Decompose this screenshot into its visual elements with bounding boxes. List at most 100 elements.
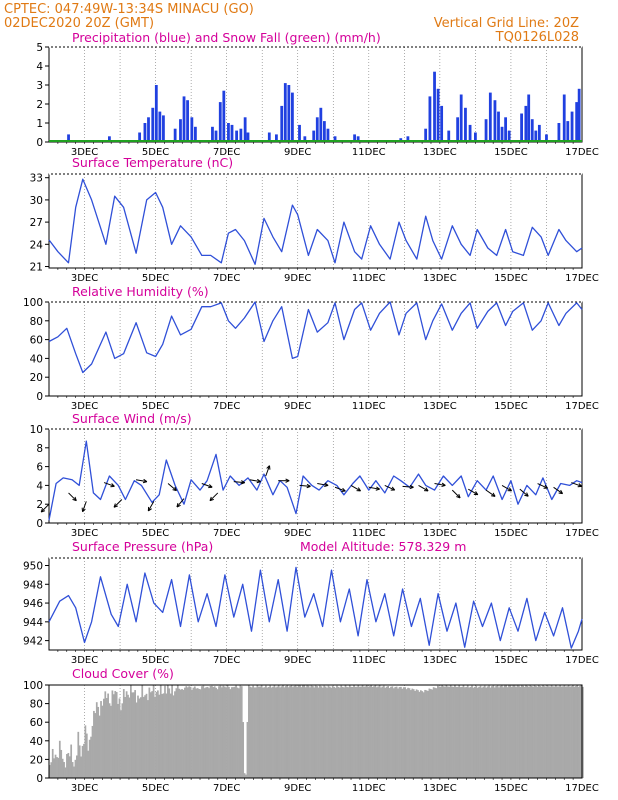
cloud-cover-bar: [489, 687, 492, 778]
cloud-cover-bar: [235, 685, 237, 778]
cloud-cover-bar: [577, 686, 580, 778]
cloud-cover-bar: [61, 758, 64, 778]
cloud-cover-bar: [519, 687, 522, 778]
cloud-cover-bar: [421, 691, 424, 778]
cloud-cover-bar: [549, 686, 552, 778]
cloud-cover-bar: [159, 685, 162, 778]
wind-arrow-head: [208, 484, 213, 488]
cloud-cover-bar: [408, 688, 411, 778]
cloud-cover-bar: [314, 685, 317, 778]
wind-arrow: [81, 501, 87, 513]
wind-arrow-shaft: [350, 484, 361, 492]
cloud-cover-bar: [357, 685, 360, 778]
cloud-cover-bar: [459, 687, 462, 778]
cloud-cover-bar: [438, 686, 441, 778]
cloud-cover-bar: [93, 710, 95, 778]
cloud-cover-bar: [185, 686, 188, 778]
cloud-cover-bar: [105, 698, 108, 778]
cloud-cover-bar: [502, 687, 505, 778]
cloud-cover-bar: [239, 685, 242, 778]
wind-arrow-shaft: [135, 479, 147, 483]
cloud-cover-bar: [242, 722, 245, 778]
wind-arrow: [468, 488, 479, 496]
cloud-cover-bar: [566, 686, 569, 778]
precip-bar: [108, 136, 111, 142]
wind-arrow-head: [256, 481, 261, 484]
precip-bar: [484, 119, 488, 142]
wind-arrow-shaft: [317, 483, 329, 486]
x-tick-label: 9DEC: [284, 528, 311, 539]
cloud-cover-bar: [273, 685, 276, 778]
cloud-cover-bar: [243, 773, 246, 778]
y-tick-label: 0: [36, 773, 43, 785]
humidity-panel-title: Relative Humidity (%): [72, 284, 209, 299]
cloud-cover-bar: [476, 687, 479, 778]
wind-arrow-head: [306, 485, 311, 489]
cloud-cover-bar: [73, 766, 75, 778]
cloud-cover-bar: [283, 687, 286, 778]
cloud-cover-bar: [510, 687, 513, 778]
cloud-cover-bar: [151, 691, 154, 778]
cloud-cover-bar: [269, 685, 272, 778]
cloud-cover-bar: [88, 739, 91, 778]
wind-arrow: [299, 483, 311, 489]
cloud-cover-bar: [282, 685, 284, 778]
cloud-cover-bar: [532, 686, 534, 778]
cloud-cover-bar: [300, 687, 303, 778]
cloud-cover-bar: [373, 686, 375, 778]
cloud-cover-bar: [455, 686, 458, 778]
cloud-cover-bar: [284, 686, 287, 778]
cloud-cover-bar: [98, 715, 101, 778]
precip-bar: [186, 100, 189, 142]
cloud-cover-bar: [60, 749, 63, 778]
wind-arrow-head: [342, 487, 346, 492]
cloud-cover-bar: [115, 692, 118, 778]
y-tick-label: 0: [36, 391, 43, 403]
cloud-cover-bar: [66, 754, 68, 778]
x-tick-label: 9DEC: [284, 401, 311, 412]
cloud-cover-bar: [101, 705, 104, 778]
cloud-cover-bar: [488, 685, 490, 778]
cloud-cover-bar: [71, 762, 74, 778]
y-tick-label: 4: [36, 480, 43, 492]
cloud-cover-bar: [289, 685, 291, 778]
y-tick-label: 40: [30, 736, 43, 748]
cloud-cover-bar: [353, 685, 355, 778]
cloud-cover-bar: [363, 686, 365, 778]
cloud-cover-bar: [445, 685, 448, 778]
cloud-cover-bar: [574, 686, 577, 778]
cloud-cover-bar: [182, 689, 185, 778]
cloud-cover-bar: [498, 687, 500, 778]
wind-arrow-head: [40, 508, 44, 513]
precip-bar: [230, 124, 234, 142]
cloud-cover-bar: [267, 686, 270, 778]
precip-bar: [424, 128, 428, 142]
cloud-cover-bar: [232, 687, 235, 778]
wind-arrow: [209, 492, 219, 502]
cloud-cover-bar: [479, 685, 482, 778]
cloud-cover-bar: [414, 690, 417, 778]
cloud-cover-bar: [407, 687, 409, 778]
cloud-cover-bar: [148, 687, 151, 778]
cloud-cover-bar: [361, 685, 364, 778]
cloud-cover-bar: [149, 692, 152, 778]
cloud-cover-bar: [84, 725, 87, 778]
cloud-cover-bar: [564, 686, 567, 778]
cloud-cover-bar: [387, 686, 389, 778]
cloud-cover-bar: [191, 689, 193, 778]
cloud-cover-bar: [222, 685, 225, 778]
cloud-cover-bar: [313, 687, 316, 778]
cloud-cover-bar: [427, 690, 429, 778]
wind-arrow-head: [491, 495, 496, 497]
wind-arrow-head: [357, 487, 361, 492]
cloud-cover-bar: [417, 690, 419, 778]
cloud-cover-bar: [346, 686, 348, 778]
wind-arrow-shaft: [451, 489, 461, 499]
cloud-cover-bar: [471, 685, 473, 778]
cloud-cover-bar: [559, 685, 561, 778]
precip-bar: [173, 128, 177, 142]
cloud-cover-bar: [482, 686, 485, 778]
cloud-cover-bar: [176, 685, 179, 778]
precip-bar: [406, 136, 410, 142]
cloud-cover-bar: [274, 687, 277, 778]
